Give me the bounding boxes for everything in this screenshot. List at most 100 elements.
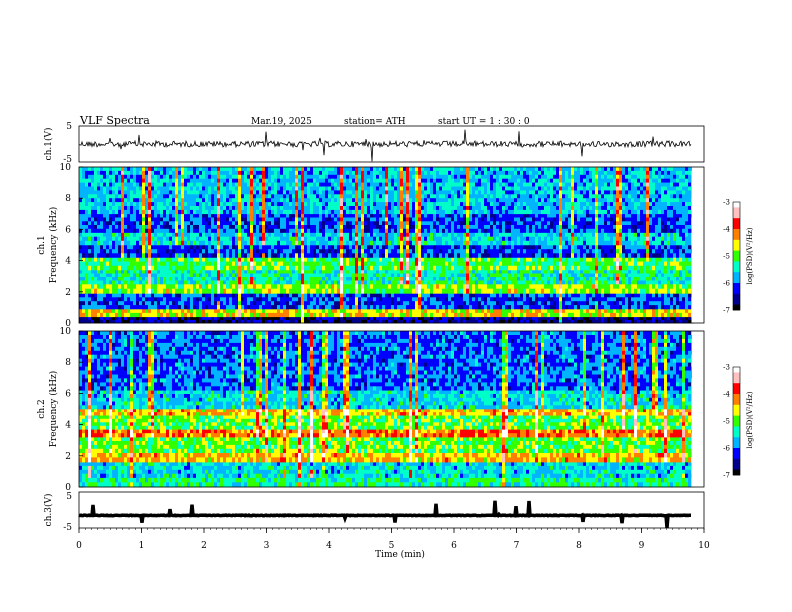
spectrogram-cell	[85, 187, 88, 191]
spectrogram-cell	[337, 297, 340, 301]
spectrogram-cell	[142, 237, 145, 241]
spectrogram-cell	[451, 237, 454, 241]
spectrogram-cell	[220, 221, 223, 225]
spectrogram-cell	[238, 245, 241, 249]
spectrogram-cell	[349, 225, 352, 229]
spectrogram-cell	[313, 233, 316, 237]
spectrogram-cell	[391, 274, 394, 278]
spectrogram-cell	[223, 202, 226, 206]
spectrogram-cell	[196, 245, 199, 249]
spectrogram-cell	[229, 237, 232, 241]
spectrogram-cell	[160, 225, 163, 229]
spectrogram-cell	[397, 313, 400, 317]
spectrogram-cell	[289, 289, 292, 294]
spectrogram-cell	[376, 289, 379, 294]
spectrogram-cell	[172, 190, 175, 194]
spectrogram-cell	[214, 225, 217, 229]
spectrogram-cell	[283, 187, 286, 191]
spectrogram-cell	[358, 225, 361, 229]
spectrogram-cell	[250, 167, 253, 171]
spectrogram-cell	[154, 309, 157, 313]
spectrogram-cell	[91, 249, 94, 253]
spectrogram-cell	[304, 187, 307, 191]
spectrogram-cell	[382, 171, 385, 175]
spectrogram-cell	[418, 309, 421, 313]
spectrogram-cell	[175, 270, 178, 274]
spectrogram-cell	[445, 233, 448, 237]
spectrogram-cell	[289, 171, 292, 175]
spectrogram-cell	[172, 229, 175, 233]
spectrogram-cell	[430, 187, 433, 191]
spectrogram-cell	[79, 301, 82, 305]
spectrogram-cell	[358, 206, 361, 210]
spectrogram-cell	[217, 210, 220, 214]
spectrogram-cell	[421, 206, 424, 210]
spectrogram-cell	[292, 262, 295, 266]
spectrogram-cell	[445, 277, 448, 281]
spectrogram-cell	[193, 233, 196, 237]
spectrogram-cell	[319, 229, 322, 233]
spectrogram-cell	[190, 233, 193, 237]
spectrogram-cell	[88, 190, 91, 194]
spectrogram-cell	[124, 198, 127, 202]
spectrogram-cell	[445, 305, 448, 309]
spectrogram-cell	[394, 262, 397, 266]
spectrogram-cell	[85, 284, 88, 289]
spectrogram-cell	[268, 301, 271, 305]
spectrogram-cell	[160, 289, 163, 294]
spectrogram-cell	[202, 175, 205, 179]
spectrogram-cell	[343, 266, 346, 270]
spectrogram-cell	[319, 175, 322, 179]
spectrogram-cell	[190, 190, 193, 194]
spectrogram-cell	[184, 253, 187, 257]
spectrogram-cell	[187, 171, 190, 175]
spectrogram-cell	[325, 171, 328, 175]
spectrogram-cell	[271, 233, 274, 237]
spectrogram-cell	[385, 229, 388, 233]
spectrogram-cell	[205, 194, 208, 198]
spectrogram-cell	[154, 301, 157, 305]
spectrogram-cell	[145, 297, 148, 301]
spectrogram-cell	[355, 183, 358, 187]
spectrogram-cell	[310, 293, 313, 297]
spectrogram-cell	[451, 233, 454, 237]
spectrogram-cell	[295, 241, 298, 245]
spectrogram-cell	[394, 301, 397, 305]
spectrogram-cell	[106, 270, 109, 274]
spectrogram-cell	[340, 206, 343, 210]
spectrogram-cell	[277, 198, 280, 202]
spectrogram-cell	[100, 190, 103, 194]
spectrogram-cell	[373, 258, 376, 262]
spectrogram-cell	[157, 202, 160, 206]
spectrogram-cell	[265, 237, 268, 241]
spectrogram-cell	[181, 229, 184, 233]
spectrogram-cell	[97, 233, 100, 237]
spectrogram-cell	[343, 249, 346, 253]
spectrogram-cell	[79, 262, 82, 266]
spectrogram-cell	[211, 233, 214, 237]
spectrogram-cell	[241, 284, 244, 289]
spectrogram-cell	[211, 229, 214, 233]
spectrogram-cell	[268, 262, 271, 266]
spectrogram-cell	[223, 309, 226, 313]
spectrogram-cell	[283, 297, 286, 301]
spectrogram-cell	[364, 175, 367, 179]
spectrogram-cell	[148, 225, 151, 229]
spectrogram-cell	[247, 309, 250, 313]
spectrogram-cell	[175, 284, 178, 289]
spectrogram-cell	[430, 305, 433, 309]
spectrogram-cell	[79, 218, 82, 222]
spectrogram-cell	[367, 202, 370, 206]
spectrogram-cell	[445, 249, 448, 253]
spectrogram-cell	[349, 249, 352, 253]
spectrogram-cell	[175, 175, 178, 179]
spectrogram-cell	[448, 237, 451, 241]
spectrogram-cell	[259, 179, 262, 183]
spectrogram-cell	[199, 297, 202, 301]
spectrogram-cell	[274, 214, 277, 218]
spectrogram-cell	[277, 179, 280, 183]
spectrogram-cell	[79, 297, 82, 301]
spectrogram-cell	[265, 258, 268, 262]
spectrogram-cell	[373, 266, 376, 270]
spectrogram-cell	[349, 284, 352, 289]
